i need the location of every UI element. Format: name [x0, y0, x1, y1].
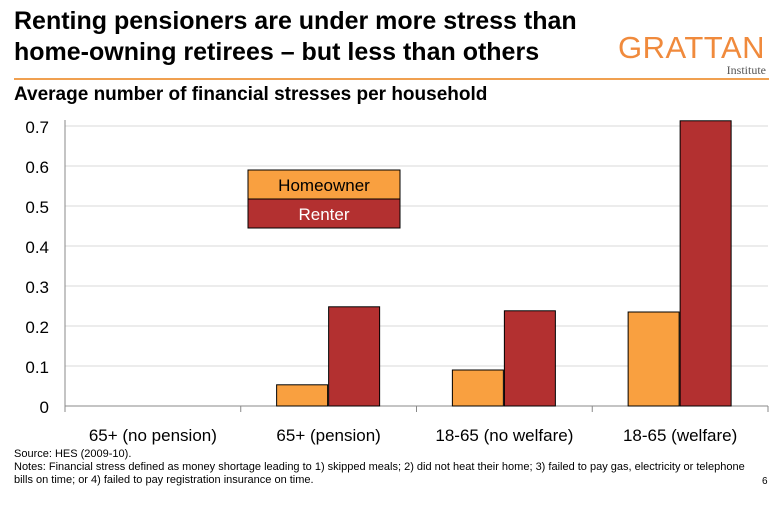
header-rule: [14, 78, 769, 80]
y-tick-label: 0.2: [25, 318, 49, 337]
legend-swatch-renter: [247, 198, 401, 229]
x-tick-label: 65+ (pension): [276, 426, 380, 445]
y-tick-label: 0.7: [25, 118, 49, 137]
y-tick-label: 0.3: [25, 278, 49, 297]
grattan-logo: GRATTAN Institute: [618, 32, 768, 80]
x-tick-label: 18-65 (no welfare): [435, 426, 573, 445]
notes-text: Notes: Financial stress defined as money…: [14, 461, 745, 486]
y-tick-label: 0.5: [25, 198, 49, 217]
y-tick-label: 0.4: [25, 238, 49, 257]
bar-homeowner: [451, 369, 504, 407]
y-tick-label: 0.1: [25, 358, 49, 377]
x-tick-label: 18-65 (welfare): [623, 426, 737, 445]
y-tick-label: 0.6: [25, 158, 49, 177]
source-note: Source: HES (2009-10).: [14, 448, 132, 460]
logo-subtitle: Institute: [726, 63, 766, 77]
legend-swatch-homeowner: [247, 169, 401, 200]
bar-homeowner: [276, 384, 329, 407]
legend-label-renter: Renter: [298, 205, 349, 224]
bar-renter: [679, 120, 732, 407]
bar-renter: [328, 306, 381, 407]
bar-homeowner: [627, 311, 680, 407]
y-tick-label: 0: [40, 398, 49, 417]
page-number: 6: [762, 476, 768, 487]
legend-label-homeowner: Homeowner: [278, 176, 370, 195]
chart-title: Average number of financial stresses per…: [14, 84, 488, 105]
logo-wordmark: GRATTAN: [618, 30, 766, 65]
headline: Renting pensioners are under more stress…: [14, 7, 577, 66]
footnotes: Source: HES (2009-10). Notes: Financial …: [14, 448, 754, 487]
x-tick-label: 65+ (no pension): [89, 426, 217, 445]
bar-renter: [503, 310, 556, 407]
